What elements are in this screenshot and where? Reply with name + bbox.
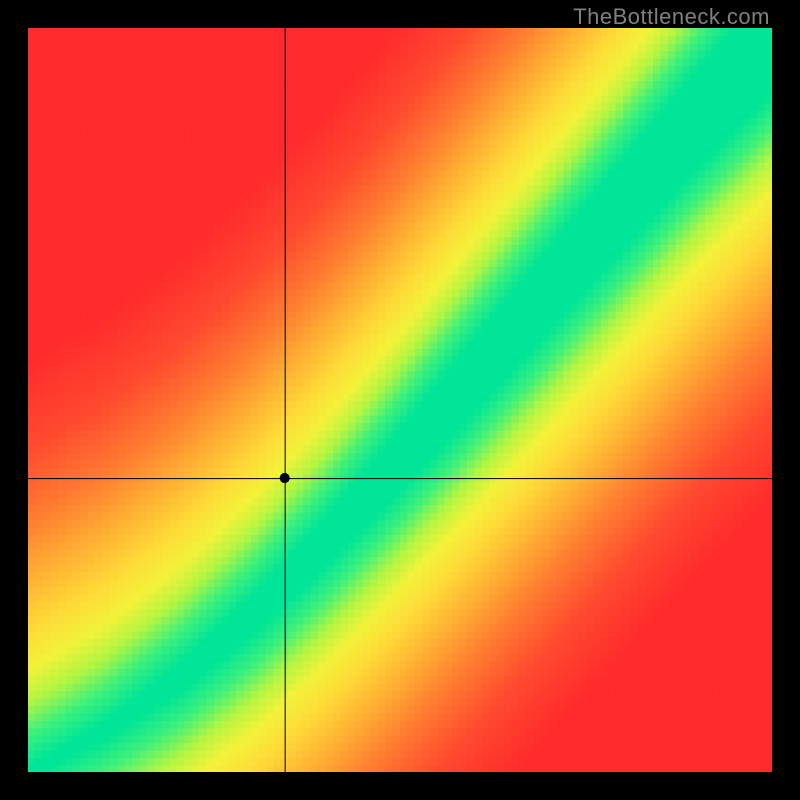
heatmap-canvas — [28, 28, 772, 772]
watermark-text: TheBottleneck.com — [573, 4, 770, 30]
heatmap-chart — [28, 28, 772, 772]
